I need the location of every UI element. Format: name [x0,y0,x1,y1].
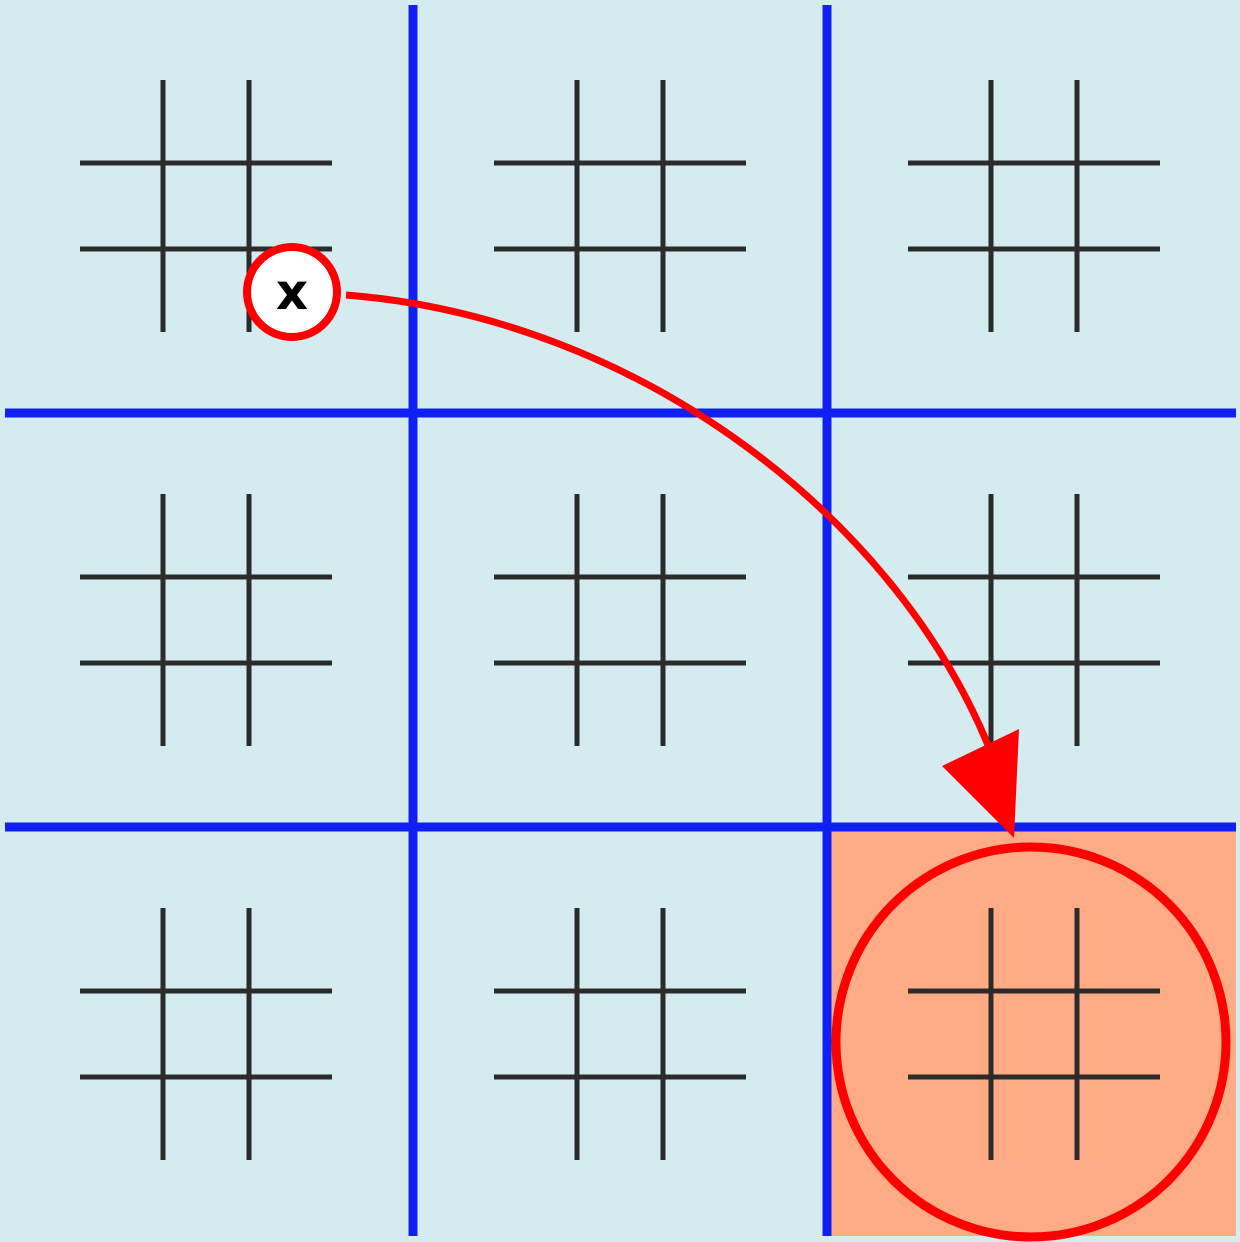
small-board-1-0 [80,494,332,746]
small-board-2-0 [80,908,332,1160]
small-board-2-2 [908,908,1160,1160]
small-board-1-1 [494,494,746,746]
small-boards [80,80,1160,1160]
last-move-marker: x [243,243,341,341]
last-move-circle-icon [243,243,341,341]
small-board-1-2 [908,494,1160,746]
last-move-mark: x [276,263,308,321]
small-board-2-1 [494,908,746,1160]
arrow-head-icon [942,729,1019,838]
circle-outline-icon [831,842,1231,1242]
highlighted-board-background [827,827,1236,1236]
outer-grid [5,5,1236,1236]
small-board-0-2 [908,80,1160,332]
curved-arrow-icon [345,291,996,757]
small-board-0-1 [494,80,746,332]
